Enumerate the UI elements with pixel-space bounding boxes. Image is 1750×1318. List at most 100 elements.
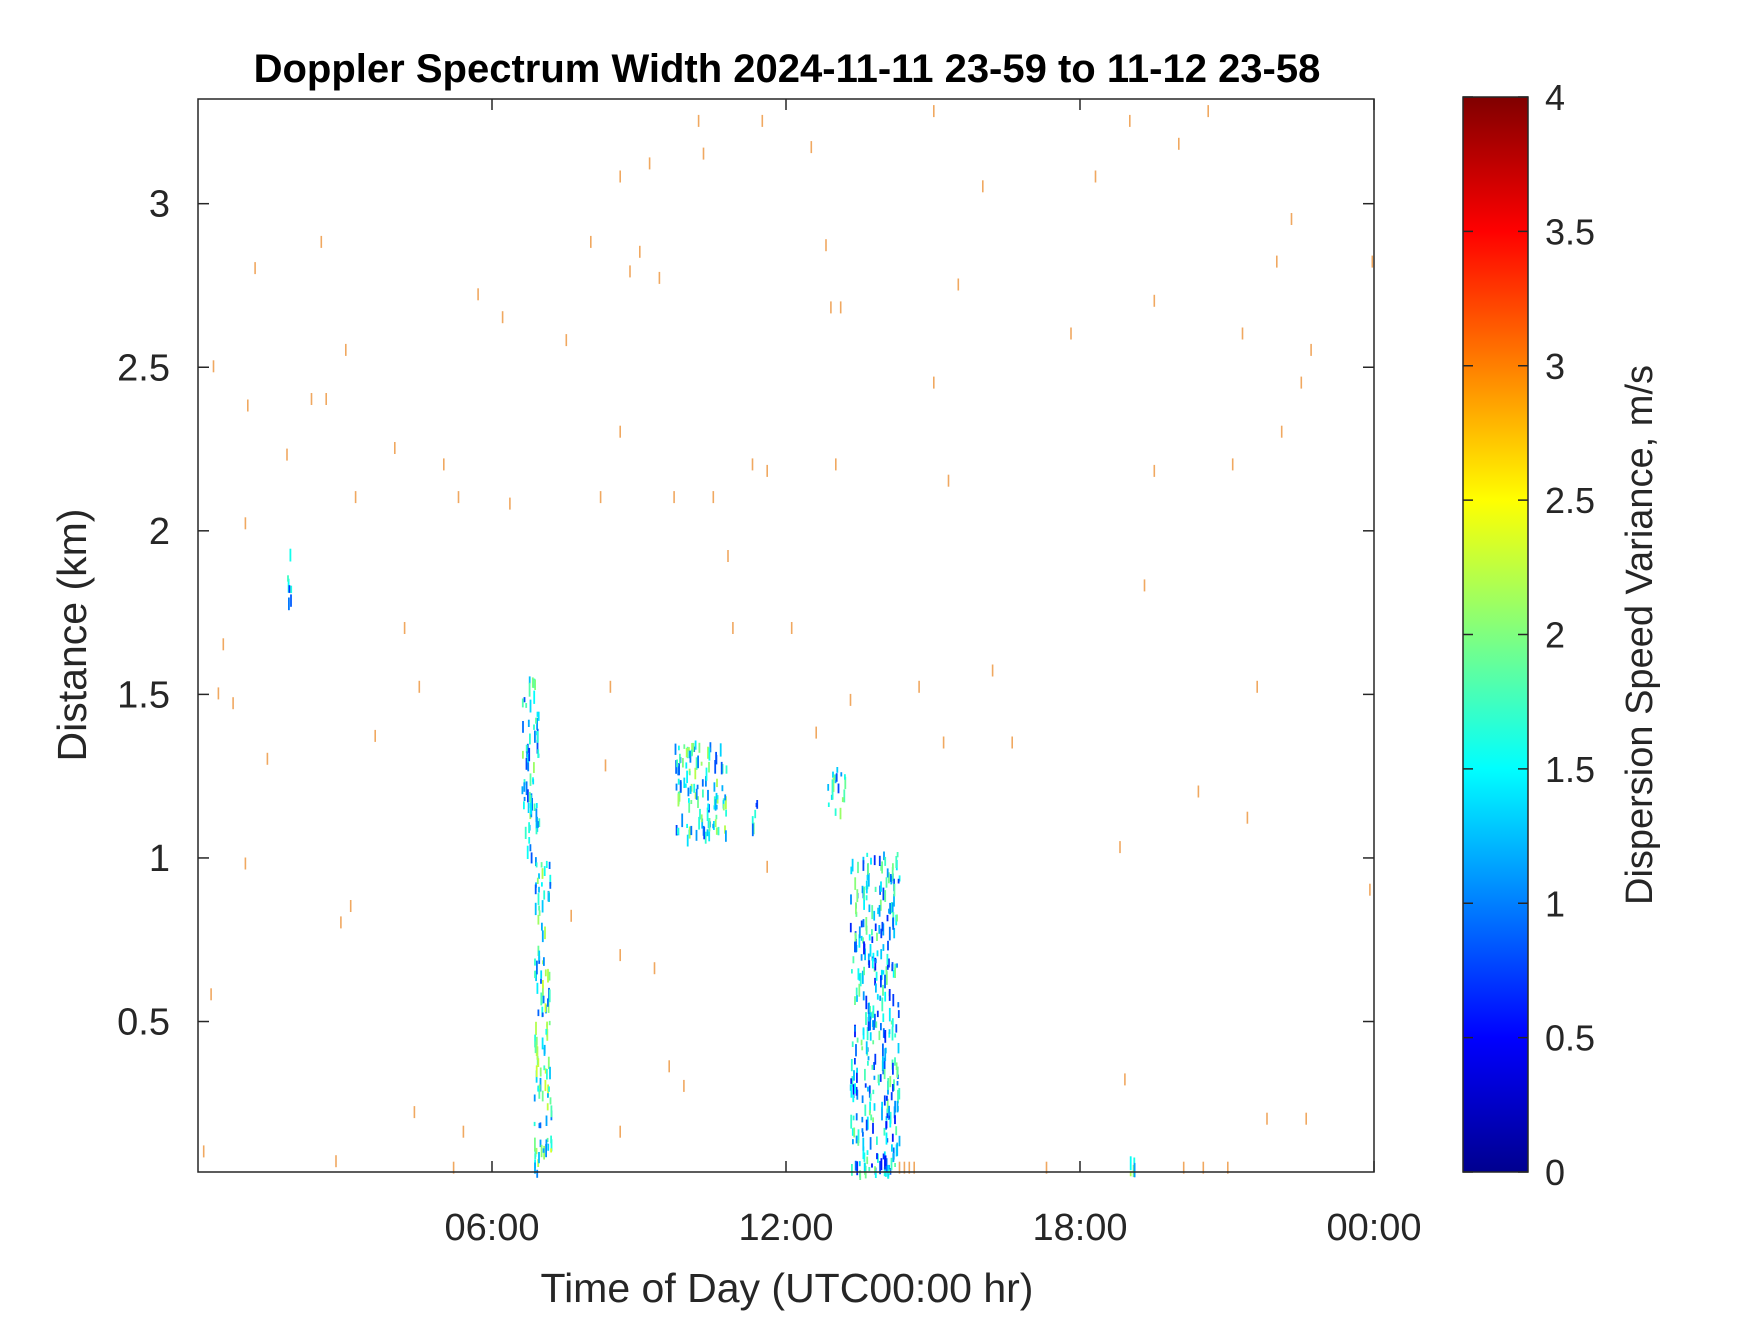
- cluster-cell: [528, 822, 530, 834]
- cluster-cell: [871, 1064, 874, 1070]
- cluster-cell: [891, 962, 894, 969]
- cluster-cell: [884, 890, 887, 902]
- cluster-cell: [531, 798, 533, 811]
- cluster-cell: [882, 1043, 884, 1057]
- cluster-cell: [883, 851, 885, 861]
- cluster-cell: [872, 1020, 875, 1030]
- cluster-cell: [679, 780, 682, 792]
- sparse-return: [340, 916, 342, 929]
- cluster-cell: [877, 1074, 880, 1084]
- cluster-cell: [521, 698, 524, 708]
- sparse-return: [1371, 255, 1374, 268]
- cluster-cell: [547, 968, 549, 983]
- sparse-return: [810, 141, 813, 154]
- cluster-cell: [871, 1011, 874, 1018]
- sparse-return: [217, 687, 220, 700]
- cluster-cell: [538, 886, 540, 893]
- return-cluster: [533, 860, 553, 1178]
- sparse-return: [1119, 841, 1121, 854]
- cluster-cell: [892, 912, 895, 922]
- cluster-cell: [549, 874, 552, 886]
- cluster-cell: [527, 754, 530, 763]
- cluster-cell: [538, 1084, 541, 1093]
- cluster-cell: [705, 776, 707, 787]
- cluster-cell: [883, 1057, 886, 1071]
- cluster-cell: [851, 969, 853, 974]
- cluster-cell: [827, 802, 830, 807]
- sparse-return: [697, 114, 700, 127]
- sparse-return: [345, 343, 347, 356]
- cluster-cell: [892, 1084, 894, 1092]
- sparse-return: [619, 949, 621, 962]
- cluster-cell: [684, 783, 687, 788]
- cluster-cell: [542, 995, 545, 1004]
- cluster-cell: [751, 823, 754, 837]
- cluster-cell: [874, 977, 876, 986]
- cluster-cell: [725, 830, 727, 842]
- cluster-cell: [715, 792, 718, 803]
- cluster-cell: [287, 575, 289, 582]
- cluster-cell: [875, 983, 877, 993]
- cluster-cell: [691, 743, 693, 756]
- cluster-cell: [871, 929, 873, 936]
- cluster-cell: [675, 825, 678, 836]
- sparse-return: [457, 491, 460, 504]
- cluster-cell: [521, 786, 524, 795]
- cluster-cell: [722, 803, 725, 811]
- sparse-return: [286, 448, 288, 461]
- cluster-cell: [675, 783, 678, 791]
- cluster-cell: [549, 1097, 552, 1105]
- sparse-return: [1182, 1161, 1185, 1174]
- cluster-cell: [548, 861, 551, 869]
- cluster-cell: [895, 856, 898, 868]
- cluster-cell: [855, 902, 857, 915]
- sparse-return: [1129, 114, 1131, 127]
- cluster-cell: [539, 1067, 542, 1077]
- cluster-cell: [867, 1017, 870, 1031]
- cluster-cell: [523, 782, 526, 792]
- return-cluster: [751, 800, 759, 837]
- cluster-cell: [851, 1164, 853, 1176]
- cluster-cell: [677, 766, 680, 776]
- cluster-cell: [535, 970, 537, 982]
- cluster-cell: [888, 1029, 891, 1034]
- sparse-return: [908, 1161, 911, 1174]
- cluster-cell: [860, 954, 863, 961]
- cluster-cell: [715, 804, 718, 810]
- cluster-cell: [892, 1153, 895, 1163]
- cluster-cell: [855, 1044, 857, 1057]
- cluster-cell: [546, 1103, 549, 1111]
- cluster-cell: [538, 1088, 541, 1099]
- cluster-cell: [536, 1046, 539, 1060]
- cluster-cell: [851, 1076, 854, 1087]
- cluster-cell: [869, 1101, 871, 1114]
- cluster-cell: [863, 966, 865, 976]
- sparse-return: [658, 271, 661, 284]
- cluster-cell: [851, 858, 854, 872]
- cluster-cell: [865, 917, 868, 931]
- cluster-cell: [535, 1065, 538, 1078]
- cluster-cell: [548, 1020, 551, 1026]
- sparse-return: [1280, 425, 1283, 438]
- cluster-cell: [879, 1160, 881, 1175]
- cluster-cell: [865, 1012, 867, 1025]
- x-tick-label: 06:00: [444, 1207, 539, 1249]
- cluster-cell: [541, 930, 544, 943]
- cluster-cell: [862, 1146, 865, 1160]
- sparse-return: [1070, 327, 1072, 340]
- cluster-cell: [525, 757, 528, 770]
- cluster-cell: [898, 875, 901, 882]
- cluster-cell: [549, 882, 552, 889]
- y-tick-label: 2.5: [117, 347, 170, 389]
- cluster-cell: [854, 932, 857, 942]
- cluster-cell: [683, 777, 686, 788]
- cluster-cell: [536, 816, 538, 828]
- cluster-cell: [534, 1148, 537, 1157]
- cluster-cell: [541, 1037, 544, 1050]
- cluster-cell: [861, 1095, 864, 1103]
- cluster-cell: [849, 922, 852, 933]
- cluster-cell: [716, 795, 719, 804]
- cluster-cell: [700, 761, 703, 766]
- cluster-cell: [874, 1013, 876, 1028]
